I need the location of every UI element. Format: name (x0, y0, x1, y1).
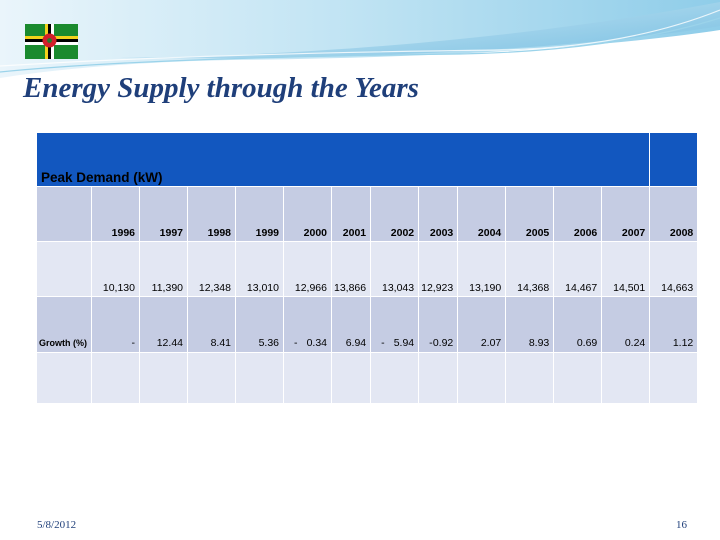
growth-value: 8.93 (528, 337, 550, 349)
peak-demand-table: Peak Demand (kW) 1996 1997 1998 1999 2000 200… (35, 132, 699, 404)
peak-demand-row: 10,130 11,390 12,348 13,010 12,966 13,866 13,0… (36, 241, 699, 297)
growth-value: 5.36 (258, 337, 279, 349)
peak-demand-cell: 12,966 (283, 241, 332, 297)
year-cell: 2006 (553, 186, 603, 242)
year-cell: 2005 (505, 186, 555, 242)
growth-value: 12.44 (156, 337, 183, 349)
page-number: 16 (676, 519, 687, 531)
growth-label: Growth (%) (36, 296, 92, 353)
growth-cell: -0.34 (283, 296, 332, 353)
year-cell: 2002 (370, 186, 420, 242)
peak-demand-cell: 14,501 (601, 241, 651, 297)
slide-title: Energy Supply through the Years (23, 72, 419, 104)
blank-cell (235, 352, 284, 404)
growth-value: 1.12 (672, 337, 694, 349)
year-cell: 2004 (457, 186, 507, 242)
growth-value: 8.41 (210, 337, 231, 349)
blank-cell (36, 352, 92, 404)
growth-value: 2.07 (480, 337, 502, 349)
growth-row: Growth (%) -12.44 8.41 5.36-0.34 6.94-5.94-… (36, 296, 699, 353)
peak-demand-cell: 14,467 (553, 241, 603, 297)
peak-demand-cell: 12,923 (418, 241, 459, 297)
peak-demand-cell: 13,190 (457, 241, 507, 297)
year-cell: 1996 (91, 186, 140, 242)
growth-cell: 5.36 (235, 296, 284, 353)
blank-cell (187, 352, 236, 404)
growth-cell: -5.94 (370, 296, 420, 353)
negative-sign: - (381, 337, 385, 349)
blank-row (36, 352, 699, 404)
negative-sign: - (429, 337, 433, 349)
growth-cell: 6.94 (330, 296, 372, 353)
peak-demand-cell: 13,866 (330, 241, 372, 297)
blank-cell (330, 352, 372, 404)
peak-demand-cell: 13,043 (370, 241, 420, 297)
blank-cell (418, 352, 459, 404)
growth-value: 0.69 (576, 337, 598, 349)
growth-cell: 1.12 (649, 296, 699, 353)
row-label-cell (36, 241, 92, 297)
year-cell: 2007 (601, 186, 651, 242)
year-cell: 2008 (649, 186, 699, 242)
year-cell: 1999 (235, 186, 284, 242)
year-cell: 2000 (283, 186, 332, 242)
footer-date: 5/8/2012 (37, 519, 77, 531)
header-empty-cell (649, 132, 699, 187)
year-cell: 2001 (330, 186, 372, 242)
growth-cell: 8.41 (187, 296, 236, 353)
wave-decoration (0, 0, 720, 78)
year-cell: 2003 (418, 186, 459, 242)
table-header-row: Peak Demand (kW) (35, 132, 699, 187)
blank-cell (457, 352, 507, 404)
blank-cell (505, 352, 555, 404)
years-row: 1996 1997 1998 1999 2000 2001 2002 2003 2004 2005… (36, 186, 699, 242)
peak-demand-cell: 13,010 (235, 241, 284, 297)
negative-sign: - (294, 337, 298, 349)
peak-demand-cell: 14,663 (649, 241, 699, 297)
growth-cell: 0.69 (553, 296, 603, 353)
blank-cell (601, 352, 651, 404)
growth-value: - (131, 337, 136, 349)
peak-demand-cell: 12,348 (187, 241, 236, 297)
blank-cell (370, 352, 420, 404)
growth-value: 5.94 (393, 337, 415, 349)
growth-value: 0.24 (624, 337, 646, 349)
blank-cell (139, 352, 188, 404)
growth-value: 6.94 (345, 337, 367, 349)
growth-cell: 2.07 (457, 296, 507, 353)
blank-cell (649, 352, 699, 404)
year-cell: 1997 (139, 186, 188, 242)
peak-demand-cell: 14,368 (505, 241, 555, 297)
peak-demand-header: Peak Demand (kW) (35, 132, 651, 187)
blank-cell (553, 352, 603, 404)
blank-cell (91, 352, 140, 404)
growth-value: 0.92 (432, 337, 454, 349)
growth-cell: -0.92 (418, 296, 459, 353)
growth-cell: 8.93 (505, 296, 555, 353)
growth-cell: 12.44 (139, 296, 188, 353)
growth-cell: 0.24 (601, 296, 651, 353)
row-label-cell (36, 186, 92, 242)
year-cell: 1998 (187, 186, 236, 242)
growth-cell: - (91, 296, 140, 353)
peak-demand-cell: 10,130 (91, 241, 140, 297)
growth-value: 0.34 (306, 337, 327, 349)
peak-demand-cell: 11,390 (139, 241, 188, 297)
dominica-flag-icon (25, 24, 78, 59)
blank-cell (283, 352, 332, 404)
